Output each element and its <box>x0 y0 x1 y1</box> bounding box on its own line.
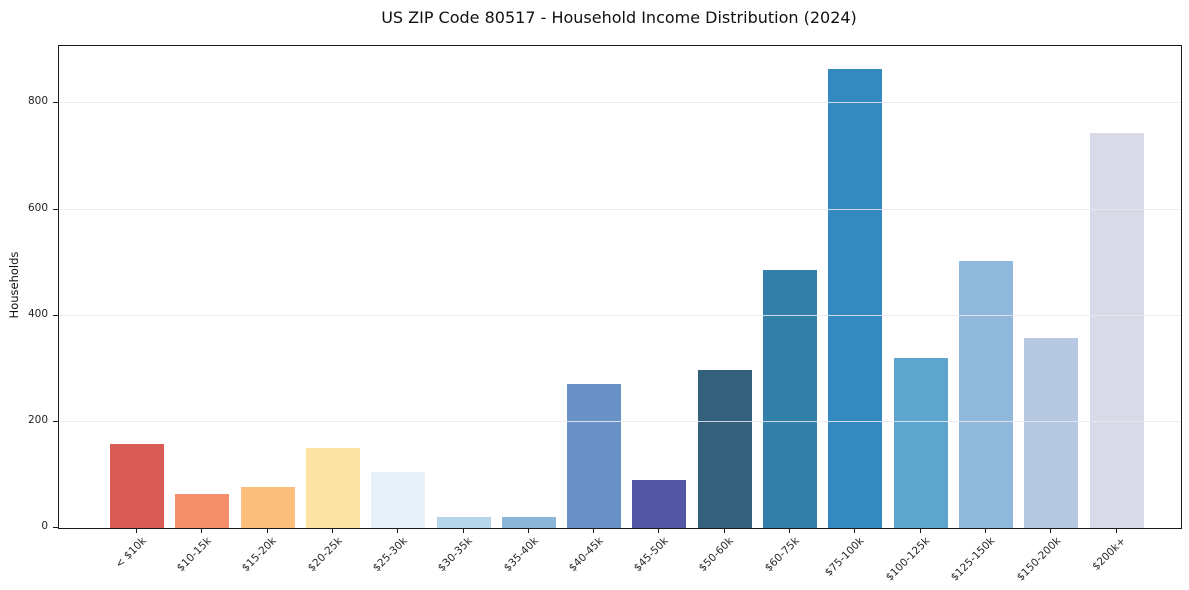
x-tick-label-$40-45k: $40-45k <box>566 535 606 575</box>
y-tick-label-800: 800 <box>27 95 48 108</box>
x-tick-mark-$100-125k <box>919 528 921 533</box>
x-tick-mark-$200k+ <box>1115 528 1117 533</box>
x-tick-label-$150-200k: $150-200k <box>1014 535 1063 584</box>
x-tick-mark-$75-100k <box>854 528 856 533</box>
x-tick-mark-$125-150k <box>984 528 986 533</box>
bar-$50-60k <box>697 370 752 528</box>
y-tick-mark-200 <box>53 420 58 422</box>
y-tick-label-400: 400 <box>27 307 48 320</box>
bar-$20-25k <box>305 448 360 528</box>
x-tick-label-< $10k: < $10k <box>112 535 149 571</box>
x-tick-mark-$50-60k <box>723 528 725 533</box>
y-tick-label-0: 0 <box>41 520 48 532</box>
x-tick-label-$25-30k: $25-30k <box>370 535 410 575</box>
gridline-y-400 <box>59 314 1181 316</box>
x-tick-label-$10-15k: $10-15k <box>174 535 214 575</box>
bar-$35-40k <box>501 517 556 528</box>
x-tick-label-$15-20k: $15-20k <box>240 535 280 575</box>
bar-$125-150k <box>958 261 1013 528</box>
x-tick-mark-$60-75k <box>789 528 790 533</box>
y-tick-mark-400 <box>53 314 58 316</box>
y-tick-label-600: 600 <box>27 201 48 214</box>
y-tick-mark-600 <box>53 208 58 210</box>
gridline-y-600 <box>59 208 1181 210</box>
y-axis-label: Households <box>7 251 21 319</box>
x-tick-label-$30-35k: $30-35k <box>435 535 475 575</box>
bar-$100-125k <box>893 358 948 528</box>
bar-$45-50k <box>632 480 687 528</box>
x-tick-mark-$10-15k <box>201 528 203 533</box>
x-tick-mark-$150-200k <box>1050 528 1052 533</box>
bar-$60-75k <box>763 270 817 528</box>
bar-$10-15k <box>175 493 230 528</box>
x-tick-label-$35-40k: $35-40k <box>501 535 541 575</box>
gridline-y-200 <box>59 420 1181 422</box>
x-tick-mark-< $10k <box>136 528 137 533</box>
y-tick-label-200: 200 <box>27 413 48 426</box>
y-tick-mark-800 <box>53 102 58 104</box>
gridline-y-800 <box>59 102 1181 104</box>
x-tick-mark-$45-50k <box>658 528 660 533</box>
x-tick-label-$50-60k: $50-60k <box>697 535 737 575</box>
x-tick-label-$200k+: $200k+ <box>1090 535 1128 573</box>
x-tick-label-$60-75k: $60-75k <box>762 535 802 575</box>
bar-$75-100k <box>828 68 883 528</box>
plot-area <box>58 45 1182 529</box>
x-tick-mark-$25-30k <box>397 528 399 533</box>
bar-$30-35k <box>436 517 491 528</box>
bar-$200k+ <box>1089 132 1144 528</box>
x-tick-label-$125-150k: $125-150k <box>948 535 998 584</box>
bar-$150-200k <box>1024 338 1079 528</box>
x-tick-label-$20-25k: $20-25k <box>305 535 345 575</box>
x-tick-label-$100-125k: $100-125k <box>883 535 933 584</box>
x-tick-mark-$35-40k <box>527 528 529 533</box>
x-tick-mark-$30-35k <box>462 528 464 533</box>
x-tick-mark-$15-20k <box>266 528 268 533</box>
bar-$15-20k <box>240 486 295 528</box>
bar-< $10k <box>110 444 164 528</box>
y-tick-mark-0 <box>53 527 58 528</box>
x-tick-mark-$20-25k <box>331 528 333 533</box>
x-tick-label-$45-50k: $45-50k <box>631 535 671 575</box>
chart-title: US ZIP Code 80517 - Household Income Dis… <box>381 8 857 27</box>
x-tick-label-$75-100k: $75-100k <box>822 535 867 579</box>
bar-$25-30k <box>371 471 426 528</box>
x-tick-mark-$40-45k <box>593 528 595 533</box>
bar-$40-45k <box>567 383 622 528</box>
